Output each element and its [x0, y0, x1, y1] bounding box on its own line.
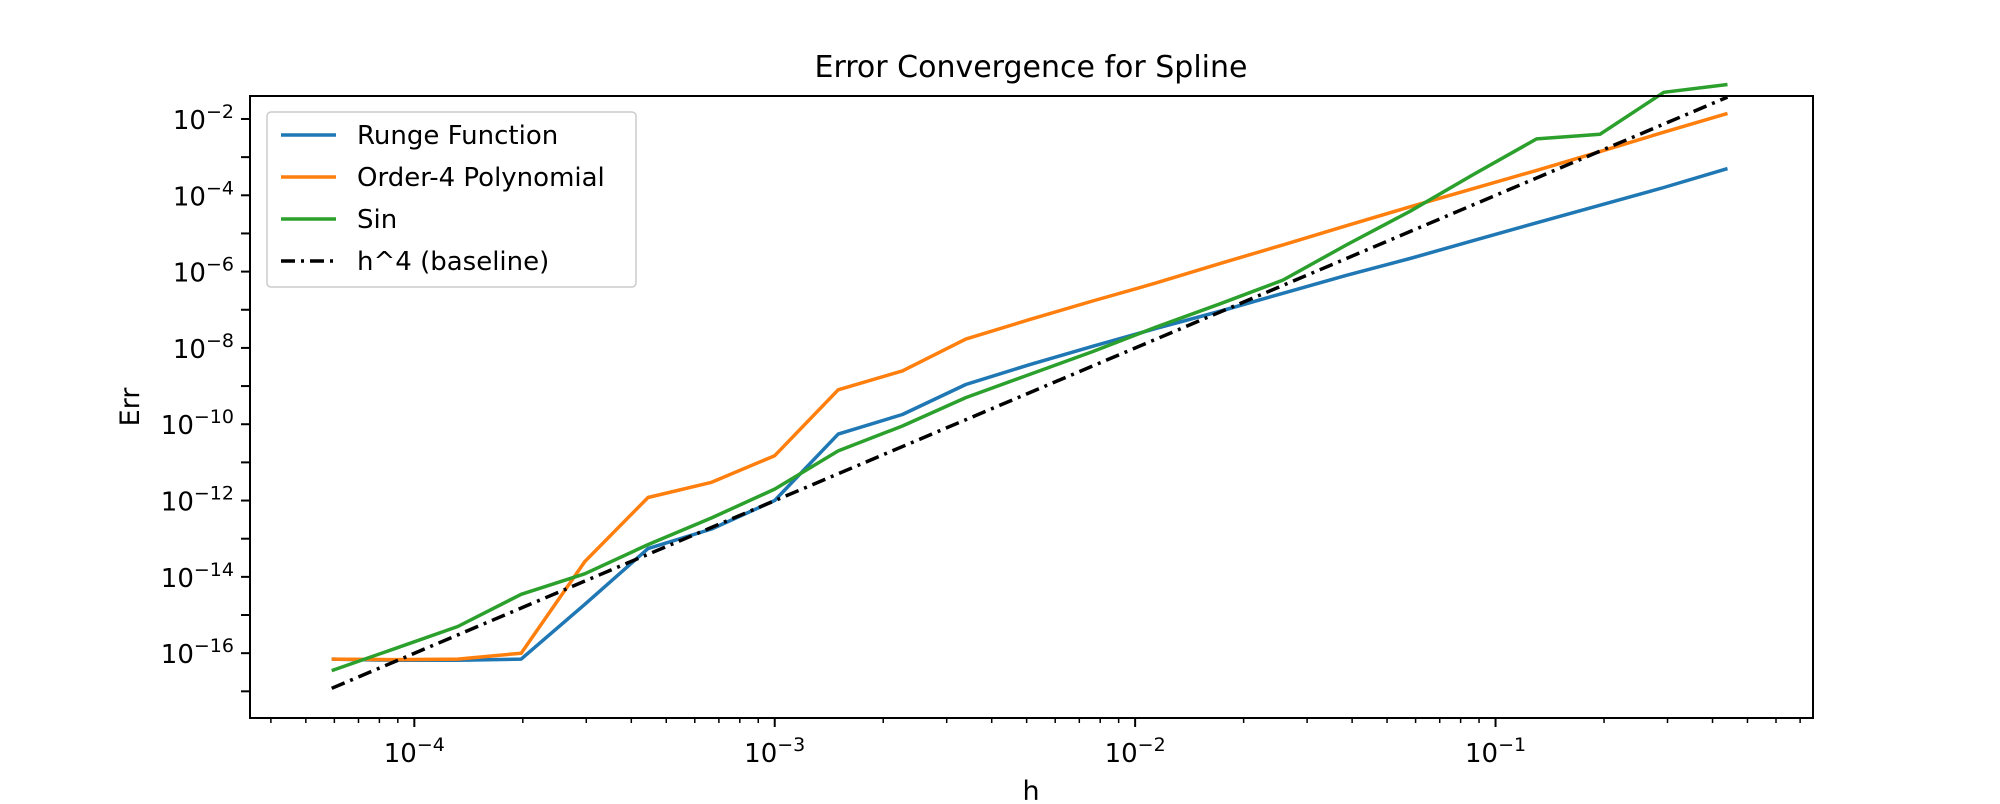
legend: Runge Function Order-4 Polynomial Sin h^4 (… — [266, 111, 637, 288]
y-tick-label: 10−14 — [161, 559, 234, 594]
x-axis-label: h — [1022, 776, 1039, 800]
x-tick-label: 10−1 — [1465, 734, 1526, 769]
chart-title: Error Convergence for Spline — [814, 50, 1247, 85]
y-axis-label: Err — [115, 387, 146, 427]
y-tick-base: 10 — [173, 182, 206, 212]
series-line-0 — [331, 166, 1728, 663]
x-tick-exponent: −1 — [1498, 734, 1526, 756]
legend-label: Sin — [357, 205, 397, 235]
y-tick-base: 10 — [161, 564, 194, 594]
y-tick-base: 10 — [173, 106, 206, 136]
x-tick-base: 10 — [384, 739, 417, 769]
y-tick-exponent: −8 — [206, 330, 234, 352]
y-tick-exponent: −4 — [206, 177, 234, 199]
y-tick-exponent: −14 — [194, 559, 234, 581]
y-tick-base: 10 — [161, 488, 194, 518]
y-tick-label: 10−10 — [161, 406, 234, 441]
x-tick-base: 10 — [1105, 739, 1138, 769]
y-tick-exponent: −10 — [194, 406, 234, 428]
y-tick-exponent: −2 — [206, 101, 234, 123]
x-tick-exponent: −4 — [417, 734, 445, 756]
series-line-2 — [331, 82, 1728, 673]
legend-label: Runge Function — [357, 121, 558, 151]
legend-box — [266, 111, 637, 288]
x-tick-label: 10−4 — [384, 734, 445, 769]
series-line-3 — [331, 95, 1729, 690]
y-tick-base: 10 — [173, 335, 206, 365]
series-layer — [331, 82, 1729, 690]
y-tick-base: 10 — [161, 640, 194, 670]
y-tick-label: 10−12 — [161, 483, 234, 518]
y-tick-label: 10−4 — [173, 177, 234, 212]
y-tick-label: 10−6 — [173, 254, 234, 289]
legend-label: Order-4 Polynomial — [357, 163, 605, 193]
y-tick-base: 10 — [173, 259, 206, 289]
y-tick-exponent: −12 — [194, 483, 234, 505]
legend-label: h^4 (baseline) — [357, 247, 549, 277]
x-axis-ticks: 10−4 10−3 10−2 10−1 — [270, 718, 1801, 769]
y-tick-label: 10−2 — [173, 101, 234, 136]
y-tick-label: 10−16 — [161, 635, 234, 670]
y-tick-base: 10 — [161, 411, 194, 441]
y-tick-exponent: −6 — [206, 254, 234, 276]
x-tick-exponent: −3 — [777, 734, 805, 756]
x-tick-base: 10 — [1465, 739, 1498, 769]
y-tick-exponent: −16 — [194, 635, 234, 657]
series-line-1 — [331, 111, 1728, 662]
plot-frame — [249, 95, 1814, 719]
x-tick-label: 10−3 — [744, 734, 805, 769]
x-tick-base: 10 — [744, 739, 777, 769]
x-tick-exponent: −2 — [1138, 734, 1166, 756]
x-tick-label: 10−2 — [1105, 734, 1166, 769]
y-tick-label: 10−8 — [173, 330, 234, 365]
